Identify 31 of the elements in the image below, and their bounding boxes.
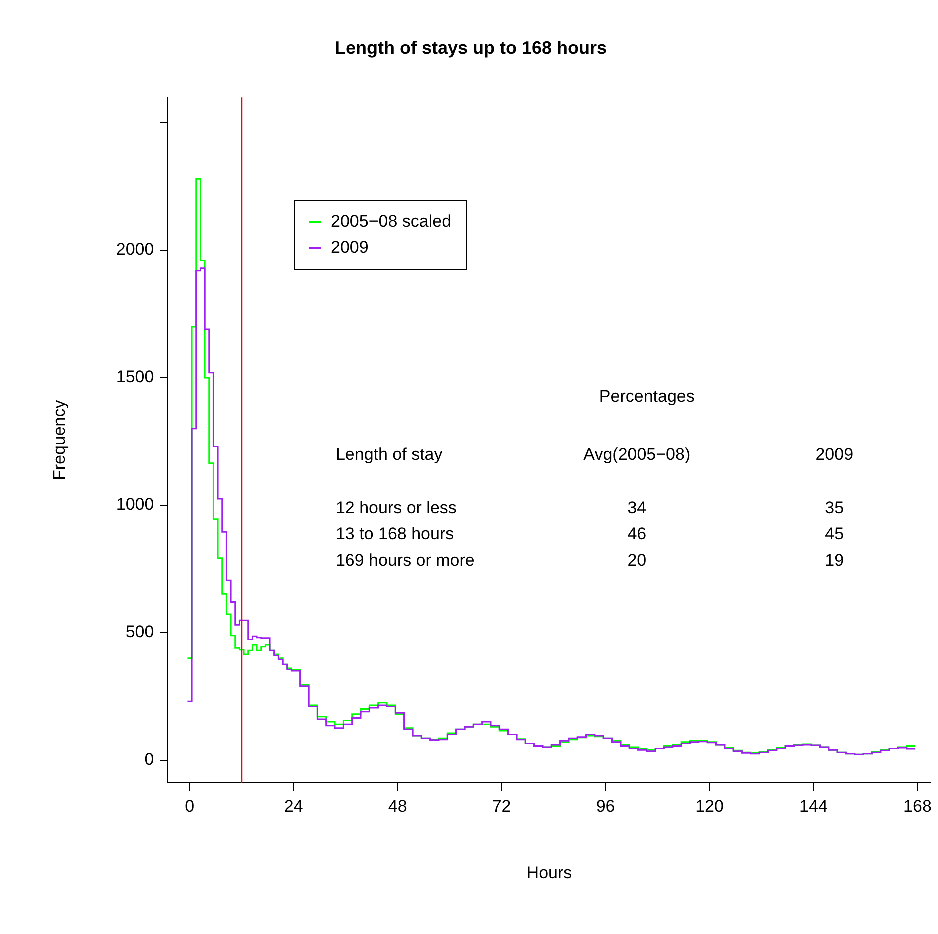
annotation: 35 <box>825 498 844 518</box>
y-axis-title: Frequency <box>50 400 69 481</box>
x-tick-label: 168 <box>904 797 932 816</box>
y-tick-label: 1500 <box>116 368 154 387</box>
y-tick-label: 2000 <box>116 240 154 260</box>
x-tick-label: 144 <box>800 797 828 816</box>
x-tick-label: 72 <box>492 797 512 816</box>
y-tick-label: 0 <box>144 750 154 769</box>
annotation: 2009 <box>816 445 854 464</box>
legend-label: 2005−08 scaled <box>331 211 452 234</box>
x-tick-label: 48 <box>388 797 408 816</box>
annotation: 12 hours or less <box>336 498 457 518</box>
annotation: 46 <box>628 524 647 544</box>
x-tick-label: 24 <box>284 797 304 816</box>
annotation: 45 <box>825 524 844 544</box>
annotation: Percentages <box>599 386 695 406</box>
y-tick-label: 500 <box>126 622 154 642</box>
annotation: 169 hours or more <box>336 550 475 570</box>
chart-title: Length of stays up to 168 hours <box>334 38 608 58</box>
annotation: 19 <box>825 550 844 570</box>
y-tick-label: 1000 <box>116 495 154 514</box>
annotation: 20 <box>628 550 647 570</box>
annotation: 13 to 168 hours <box>336 524 454 544</box>
annotation: Avg(2005−08) <box>584 445 691 464</box>
x-tick-label: 96 <box>596 797 616 816</box>
annotation: Length of stay <box>336 445 444 464</box>
legend-label: 2009 <box>331 237 369 260</box>
x-tick-label: 120 <box>696 797 724 816</box>
x-tick-label: 0 <box>185 797 195 816</box>
x-axis-title: Hours <box>526 863 572 882</box>
annotation: 34 <box>628 498 647 518</box>
